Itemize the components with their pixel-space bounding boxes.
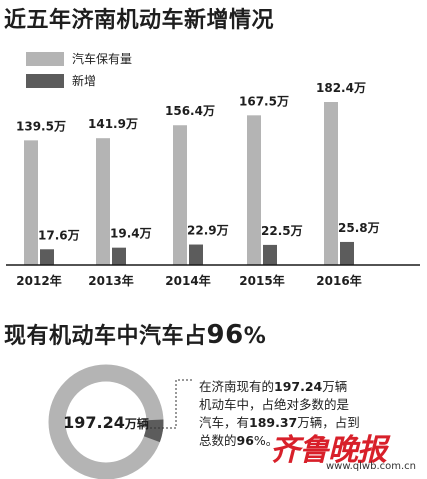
bar-total-3 (247, 115, 261, 265)
x-tick-label-0: 2012年 (16, 273, 61, 288)
value-label-total-0: 139.5万 (16, 119, 66, 133)
legend-label-1: 新增 (72, 73, 96, 88)
x-axis-labels: 2012年 2013年 2014年 2015年 2016年 (16, 273, 361, 288)
x-tick-label-1: 2013年 (88, 273, 133, 288)
svg-text:197.24万辆: 197.24万辆 (63, 413, 149, 432)
value-label-new-3: 22.5万 (261, 224, 303, 238)
value-labels: 139.5万 17.6万 141.9万 19.4万 156.4万 22.9万 167.5万 2… (16, 81, 380, 242)
value-label-total-3: 167.5万 (239, 94, 289, 108)
bar-new-1 (112, 247, 126, 265)
donut-chart: 197.24万辆 (48, 364, 194, 479)
note-text: 在济南现有的197.24万辆 机动车中，占绝对多数的是 汽车，有189.37万辆，占… (199, 379, 360, 448)
bar-total-2 (173, 125, 187, 265)
bar-new-0 (40, 249, 54, 265)
value-label-new-0: 17.6万 (38, 228, 80, 242)
value-label-total-2: 156.4万 (165, 104, 215, 118)
watermark-logo: 齐鲁晚报 (270, 433, 387, 468)
bars (24, 102, 354, 265)
bar-total-1 (96, 138, 110, 265)
bar-new-2 (189, 244, 203, 265)
x-tick-label-3: 2015年 (239, 273, 284, 288)
value-label-new-1: 19.4万 (110, 227, 152, 241)
donut-highlight-segment (143, 419, 164, 443)
x-tick-label-2: 2014年 (165, 273, 210, 288)
bar-total-4 (324, 102, 338, 265)
watermark-url: www.qlwb.com.cn (326, 461, 416, 472)
bar-new-4 (340, 241, 354, 265)
x-tick-label-4: 2016年 (316, 273, 361, 288)
bar-new-3 (263, 244, 277, 265)
value-label-total-1: 141.9万 (88, 117, 138, 131)
donut-title: 现有机动车中汽车占96% (4, 320, 267, 350)
value-label-new-2: 22.9万 (187, 224, 229, 238)
legend-label-0: 汽车保有量 (72, 51, 132, 66)
legend-swatch-0 (26, 52, 64, 66)
bar-total-0 (24, 140, 38, 265)
callout-line (150, 379, 194, 429)
legend-swatch-1 (26, 74, 64, 88)
chart-title: 近五年济南机动车新增情况 (4, 8, 275, 33)
value-label-total-4: 182.4万 (316, 81, 366, 95)
donut-center-value: 197.24 (63, 413, 125, 432)
value-label-new-4: 25.8万 (338, 221, 380, 235)
donut-center-unit: 万辆 (124, 416, 149, 431)
